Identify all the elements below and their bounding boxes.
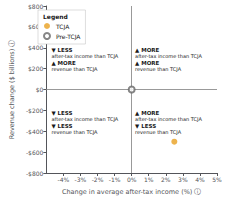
svg-text:1%: 1% [144, 176, 154, 183]
svg-text:revenue than TCJA: revenue than TCJA [135, 129, 182, 135]
svg-text:3%: 3% [178, 176, 188, 183]
svg-text:-$800: -$800 [26, 170, 44, 177]
svg-text:after-tax income than TCJA: after-tax income than TCJA [135, 53, 202, 59]
svg-text:Revenue change ($ billions) ⓘ: Revenue change ($ billions) ⓘ [8, 40, 16, 140]
svg-text:-$400: -$400 [26, 128, 44, 135]
svg-text:2%: 2% [161, 176, 171, 183]
svg-text:$600: $600 [28, 23, 44, 31]
svg-text:-3%: -3% [75, 176, 87, 183]
svg-text:-$200: -$200 [26, 107, 44, 114]
svg-text:after-tax income than TCJA: after-tax income than TCJA [51, 116, 118, 122]
svg-text:▼ LESS: ▼ LESS [135, 122, 157, 129]
svg-text:Change in average after-tax in: Change in average after-tax income (%) ⓘ [62, 188, 202, 196]
svg-text:-$600: -$600 [26, 149, 44, 156]
svg-text:5%: 5% [212, 176, 222, 183]
svg-text:Legend: Legend [43, 13, 68, 21]
svg-text:0%: 0% [127, 176, 137, 183]
svg-text:after-tax income than TCJA: after-tax income than TCJA [135, 116, 202, 122]
svg-text:Pre-TCJA: Pre-TCJA [56, 33, 81, 41]
svg-text:revenue than TCJA: revenue than TCJA [135, 66, 182, 72]
svg-text:$400: $400 [28, 44, 43, 51]
svg-text:-4%: -4% [58, 176, 70, 183]
svg-text:$200: $200 [28, 65, 43, 72]
svg-text:▼ LESS: ▼ LESS [51, 109, 73, 116]
svg-text:▼ LESS: ▼ LESS [51, 47, 73, 54]
svg-text:$0: $0 [36, 86, 44, 93]
svg-text:$800: $800 [28, 3, 43, 10]
svg-text:-2%: -2% [92, 176, 104, 183]
svg-text:after-tax income than TCJA: after-tax income than TCJA [51, 53, 118, 59]
svg-text:▲ MORE: ▲ MORE [135, 109, 160, 116]
svg-text:revenue than TCJA: revenue than TCJA [51, 129, 98, 135]
svg-text:4%: 4% [195, 176, 205, 183]
svg-text:revenue than TCJA: revenue than TCJA [51, 66, 98, 72]
svg-text:▲ MORE: ▲ MORE [135, 47, 160, 54]
svg-text:▲ MORE: ▲ MORE [135, 60, 160, 67]
svg-text:▲ MORE: ▲ MORE [51, 60, 76, 67]
svg-text:-1%: -1% [109, 176, 121, 183]
svg-text:▼ LESS: ▼ LESS [51, 122, 73, 129]
svg-text:TCJA: TCJA [55, 23, 70, 31]
